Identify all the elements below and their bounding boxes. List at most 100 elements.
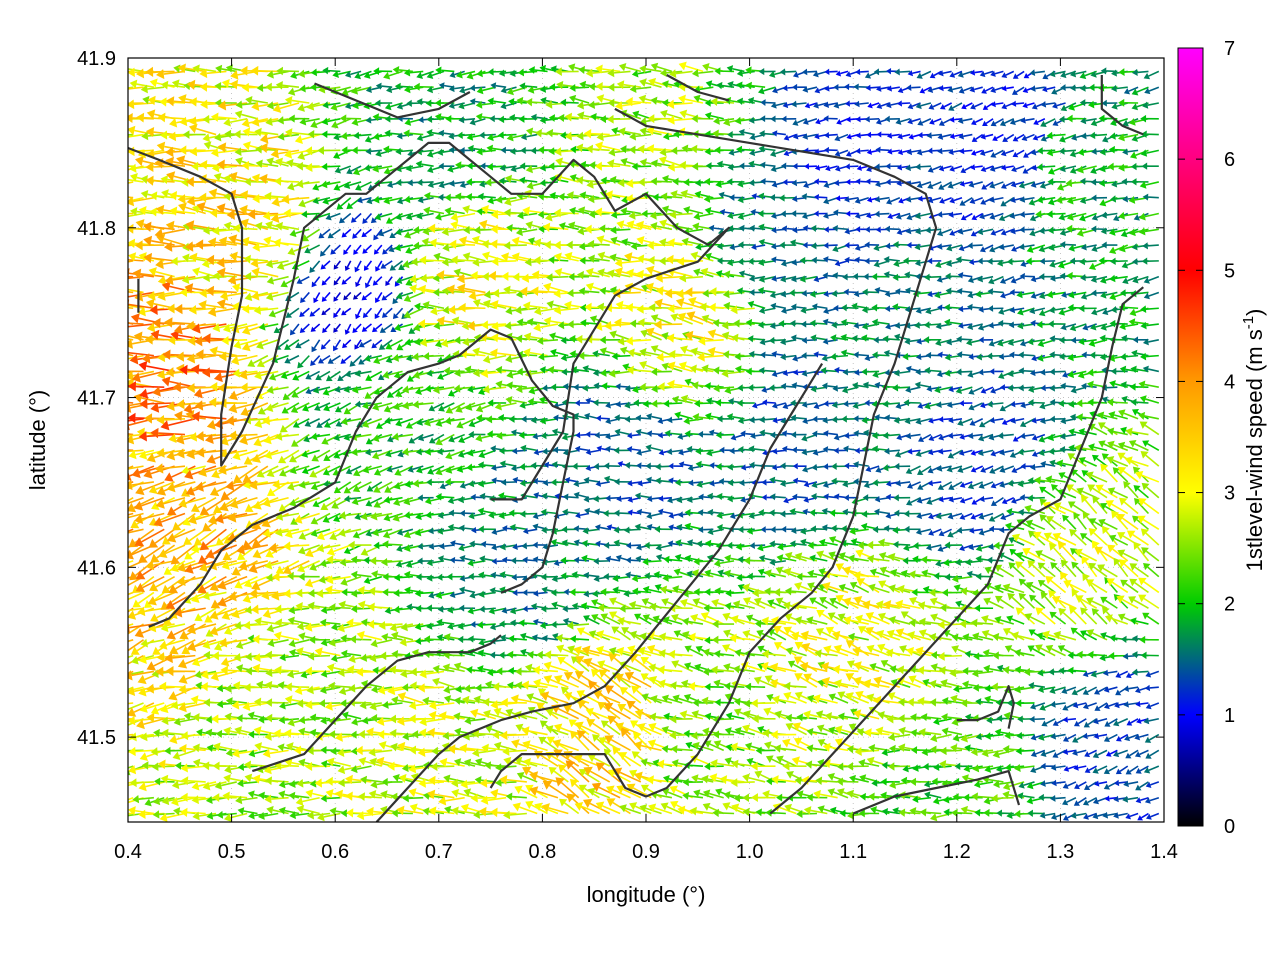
wind-vector-head — [206, 419, 216, 430]
wind-vector-shaft — [228, 560, 248, 567]
wind-vector-head — [151, 762, 159, 772]
wind-vector-shaft — [235, 512, 258, 519]
wind-vector-head — [155, 258, 164, 270]
wind-vector — [136, 718, 165, 730]
wind-vector-head — [224, 712, 232, 722]
wind-vector — [134, 240, 165, 251]
wind-vector-head — [169, 118, 178, 128]
wind-vector — [190, 364, 227, 375]
wind-vector-head — [166, 303, 175, 314]
wind-vector-head — [118, 486, 127, 495]
wind-vector-head — [119, 114, 126, 123]
wind-vector-head — [135, 219, 145, 230]
wind-vector-head — [149, 304, 158, 316]
wind-vector-head — [166, 450, 176, 461]
wind-vector — [140, 638, 165, 648]
wind-vector-head — [128, 67, 135, 78]
wind-vector-shaft — [344, 781, 362, 784]
wind-vector-shaft — [128, 528, 144, 534]
wind-vector-shaft — [179, 717, 196, 723]
wind-vector-shaft — [166, 812, 186, 819]
wind-vector-shaft — [128, 591, 144, 601]
wind-vector-head — [215, 537, 225, 546]
wind-vector-shaft — [141, 528, 165, 543]
wind-vector-head — [132, 599, 142, 608]
wind-vector-head — [196, 728, 203, 737]
wind-vector — [128, 402, 144, 407]
wind-vector-head — [138, 252, 147, 262]
wind-vector-head — [202, 333, 211, 344]
wind-vector — [128, 165, 134, 167]
wind-vector-head — [200, 99, 208, 110]
wind-vector-shaft — [232, 700, 248, 704]
wind-vector — [128, 212, 144, 218]
wind-vector-head — [152, 646, 161, 655]
wind-vector-shaft — [128, 465, 134, 470]
wind-vector-shaft — [443, 607, 455, 611]
wind-vector-shaft — [199, 747, 217, 752]
wind-vector-head — [208, 188, 218, 199]
wind-vector — [188, 123, 217, 136]
wind-vector — [211, 651, 237, 661]
wind-vector-shaft — [128, 133, 134, 136]
wind-vector-shaft — [400, 85, 413, 89]
wind-vector-shaft — [147, 402, 175, 405]
wind-vector-head — [180, 731, 189, 741]
wind-vector-head — [143, 468, 153, 479]
wind-vector-shaft — [206, 70, 227, 75]
wind-vector-head — [101, 313, 110, 323]
wind-vector — [178, 702, 206, 713]
wind-vector-head — [147, 596, 157, 606]
wind-vector-shaft — [195, 127, 217, 136]
wind-vector — [158, 544, 186, 559]
wind-vector-head — [234, 621, 242, 630]
wind-vector-head — [128, 677, 129, 680]
wind-vector — [131, 370, 165, 383]
wind-vector — [128, 796, 134, 801]
wind-vector-head — [178, 145, 187, 155]
wind-vector-shaft — [165, 639, 186, 646]
wind-vector-shaft — [187, 465, 206, 472]
wind-vector-head — [192, 64, 200, 74]
wind-vector-head — [191, 594, 200, 603]
wind-vector-shaft — [128, 258, 144, 262]
wind-vector-head — [232, 223, 241, 233]
wind-vector-head — [106, 677, 115, 686]
wind-vector-head — [146, 712, 155, 723]
wind-vector-head — [189, 432, 198, 442]
wind-vector-head — [139, 752, 149, 762]
wind-vector-head — [128, 471, 132, 481]
wind-vector-head — [184, 241, 194, 252]
wind-vector-shaft — [199, 528, 217, 542]
wind-vector-shaft — [128, 86, 134, 89]
wind-vector — [128, 323, 154, 328]
wind-vector-shaft — [128, 575, 134, 579]
wind-vector-shaft — [327, 165, 341, 168]
wind-vector-head — [156, 69, 165, 80]
wind-vector-shaft — [243, 781, 258, 785]
wind-vector-head — [107, 417, 116, 427]
wind-vector-head — [237, 763, 245, 771]
wind-vector-shaft — [167, 717, 186, 722]
wind-vector — [205, 544, 238, 559]
wind-vector-head — [152, 796, 161, 806]
wind-vector-shaft — [137, 654, 155, 662]
wind-vector-head — [166, 401, 175, 412]
wind-vector-head — [202, 522, 212, 532]
wind-vector — [237, 763, 258, 771]
wind-vector-head — [161, 728, 169, 738]
wind-vector-shaft — [128, 401, 134, 404]
wind-vector — [190, 497, 217, 513]
wind-vector-head — [130, 313, 140, 324]
wind-vector-shaft — [167, 778, 186, 783]
wind-vector-head — [210, 147, 219, 158]
wind-vector — [205, 254, 237, 266]
wind-vector-head — [150, 329, 160, 341]
wind-vector — [219, 291, 248, 301]
wind-vector-head — [128, 196, 135, 207]
wind-vector-head — [105, 100, 113, 110]
wind-vector — [215, 528, 238, 546]
wind-vector-head — [237, 779, 244, 788]
wind-vector-head — [199, 288, 207, 298]
wind-vector-head — [212, 761, 220, 771]
